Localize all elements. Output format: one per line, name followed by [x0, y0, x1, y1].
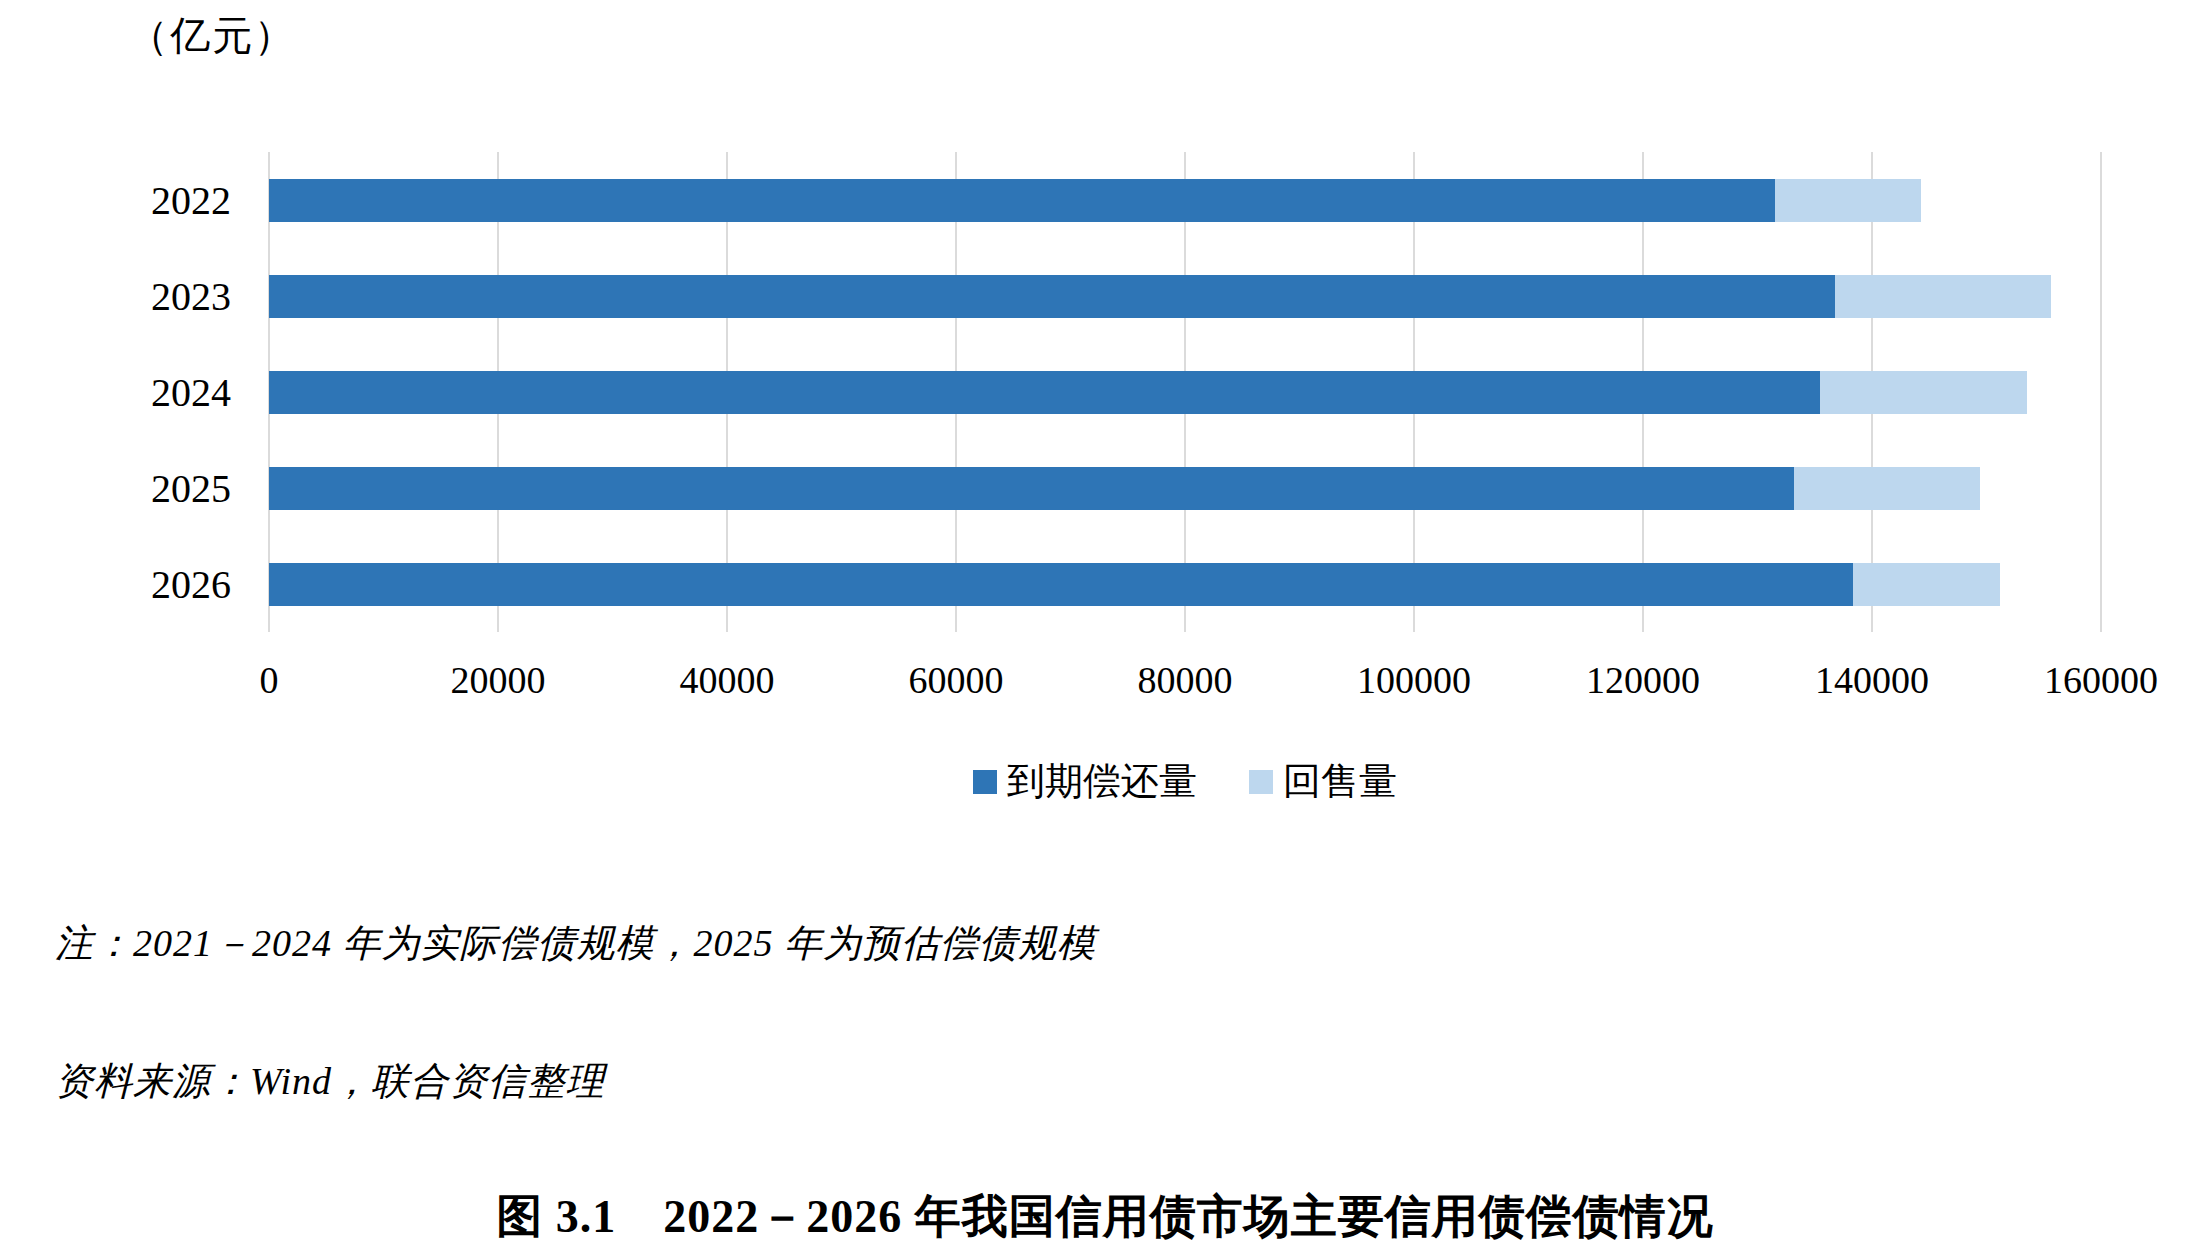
gridline — [2100, 152, 2102, 632]
tick-label: 0 — [260, 658, 279, 702]
category-label: 2023 — [0, 248, 231, 344]
figure-source: 资料来源：Wind，联合资信整理 — [55, 1056, 605, 1107]
category-axis: 20222023202420252026 — [0, 152, 231, 632]
bar-segment-到期偿还量-2022 — [269, 179, 1775, 222]
legend-label: 回售量 — [1283, 756, 1397, 807]
tick-label: 100000 — [1357, 658, 1471, 702]
legend-swatch-icon — [1249, 770, 1273, 794]
category-label: 2025 — [0, 440, 231, 536]
tick-label: 80000 — [1138, 658, 1233, 702]
bar-segment-回售量-2023 — [1835, 275, 2050, 318]
bar-segment-回售量-2025 — [1794, 467, 1979, 510]
axis-unit-label: （亿元） — [128, 8, 296, 63]
bar-segment-到期偿还量-2023 — [269, 275, 1835, 318]
chart-legend: 到期偿还量 回售量 — [269, 756, 2101, 807]
plot-area — [269, 152, 2101, 632]
bar-segment-到期偿还量-2024 — [269, 371, 1820, 414]
legend-item: 回售量 — [1249, 756, 1397, 807]
bar-segment-到期偿还量-2026 — [269, 563, 1853, 606]
bar-segment-到期偿还量-2025 — [269, 467, 1794, 510]
category-label: 2024 — [0, 344, 231, 440]
bar-segment-回售量-2024 — [1820, 371, 2026, 414]
value-axis: 0 20000 40000 60000 80000 100000 120000 140000 1… — [0, 658, 2210, 708]
tick-label: 40000 — [680, 658, 775, 702]
legend-label: 到期偿还量 — [1007, 756, 1197, 807]
figure-page: （亿元） 20222023202420252026 0 20000 40000 600… — [0, 0, 2210, 1260]
legend-item: 到期偿还量 — [973, 756, 1197, 807]
bar-segment-回售量-2026 — [1853, 563, 2001, 606]
tick-label: 160000 — [2044, 658, 2158, 702]
figure-note: 注：2021－2024 年为实际偿债规模，2025 年为预估偿债规模 — [55, 918, 1096, 969]
legend-swatch-icon — [973, 770, 997, 794]
tick-label: 20000 — [451, 658, 546, 702]
tick-label: 60000 — [909, 658, 1004, 702]
tick-label: 120000 — [1586, 658, 1700, 702]
bar-segment-回售量-2022 — [1775, 179, 1922, 222]
tick-label: 140000 — [1815, 658, 1929, 702]
figure-caption: 图 3.1 2022－2026 年我国信用债市场主要信用债偿债情况 — [0, 1186, 2210, 1248]
category-label: 2022 — [0, 152, 231, 248]
category-label: 2026 — [0, 536, 231, 632]
